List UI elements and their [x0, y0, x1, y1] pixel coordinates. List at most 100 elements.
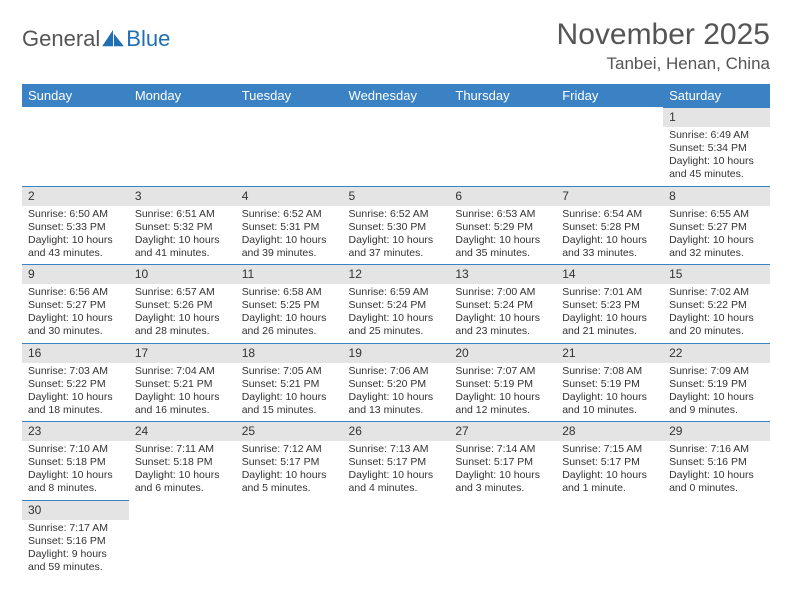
daylight-line1: Daylight: 10 hours: [242, 469, 337, 482]
calendar-day-cell: 6Sunrise: 6:53 AMSunset: 5:29 PMDaylight…: [449, 186, 556, 265]
calendar-day-cell: 30Sunrise: 7:17 AMSunset: 5:16 PMDayligh…: [22, 500, 129, 579]
daylight-line2: and 0 minutes.: [669, 482, 764, 495]
sunset-text: Sunset: 5:18 PM: [28, 456, 123, 469]
sunrise-text: Sunrise: 7:13 AM: [349, 443, 444, 456]
daylight-line2: and 43 minutes.: [28, 247, 123, 260]
calendar-day-cell: 12Sunrise: 6:59 AMSunset: 5:24 PMDayligh…: [343, 264, 450, 343]
daylight-line2: and 6 minutes.: [135, 482, 230, 495]
sunset-text: Sunset: 5:17 PM: [242, 456, 337, 469]
day-number: 24: [129, 421, 236, 441]
dayname-header: Tuesday: [236, 84, 343, 107]
calendar-day-cell: 8Sunrise: 6:55 AMSunset: 5:27 PMDaylight…: [663, 186, 770, 265]
day-number: 4: [236, 186, 343, 206]
dayname-header: Wednesday: [343, 84, 450, 107]
day-body: Sunrise: 6:55 AMSunset: 5:27 PMDaylight:…: [663, 206, 770, 265]
calendar-day-cell: 10Sunrise: 6:57 AMSunset: 5:26 PMDayligh…: [129, 264, 236, 343]
calendar-day-cell: 3Sunrise: 6:51 AMSunset: 5:32 PMDaylight…: [129, 186, 236, 265]
sunrise-text: Sunrise: 6:51 AM: [135, 208, 230, 221]
day-number: 26: [343, 421, 450, 441]
sunrise-text: Sunrise: 7:07 AM: [455, 365, 550, 378]
sunrise-text: Sunrise: 7:09 AM: [669, 365, 764, 378]
daylight-line1: Daylight: 10 hours: [669, 155, 764, 168]
calendar-day-cell: 9Sunrise: 6:56 AMSunset: 5:27 PMDaylight…: [22, 264, 129, 343]
calendar-day-cell: 18Sunrise: 7:05 AMSunset: 5:21 PMDayligh…: [236, 343, 343, 422]
daylight-line1: Daylight: 10 hours: [135, 312, 230, 325]
daylight-line1: Daylight: 10 hours: [669, 312, 764, 325]
dayname-header: Monday: [129, 84, 236, 107]
day-number: 6: [449, 186, 556, 206]
brand-logo: General Blue: [22, 18, 170, 52]
daylight-line1: Daylight: 10 hours: [562, 312, 657, 325]
daylight-line2: and 16 minutes.: [135, 404, 230, 417]
day-body: Sunrise: 7:02 AMSunset: 5:22 PMDaylight:…: [663, 284, 770, 343]
day-number: 13: [449, 264, 556, 284]
day-number: 12: [343, 264, 450, 284]
day-body: Sunrise: 7:13 AMSunset: 5:17 PMDaylight:…: [343, 441, 450, 500]
day-body: Sunrise: 7:14 AMSunset: 5:17 PMDaylight:…: [449, 441, 556, 500]
sunrise-text: Sunrise: 6:58 AM: [242, 286, 337, 299]
calendar-day-cell: 7Sunrise: 6:54 AMSunset: 5:28 PMDaylight…: [556, 186, 663, 265]
daylight-line1: Daylight: 10 hours: [242, 312, 337, 325]
calendar-empty-cell: [343, 500, 450, 579]
day-number: 3: [129, 186, 236, 206]
sunset-text: Sunset: 5:30 PM: [349, 221, 444, 234]
calendar-empty-cell: [129, 500, 236, 579]
calendar-empty-cell: [236, 500, 343, 579]
header: General Blue November 2025 Tanbei, Henan…: [22, 18, 770, 74]
daylight-line2: and 23 minutes.: [455, 325, 550, 338]
daylight-line2: and 32 minutes.: [669, 247, 764, 260]
daylight-line2: and 25 minutes.: [349, 325, 444, 338]
sunrise-text: Sunrise: 7:08 AM: [562, 365, 657, 378]
calendar-empty-cell: [449, 107, 556, 186]
sunrise-text: Sunrise: 7:10 AM: [28, 443, 123, 456]
daylight-line2: and 12 minutes.: [455, 404, 550, 417]
daylight-line1: Daylight: 10 hours: [135, 391, 230, 404]
day-number: 25: [236, 421, 343, 441]
daylight-line1: Daylight: 10 hours: [562, 234, 657, 247]
sunrise-text: Sunrise: 6:49 AM: [669, 129, 764, 142]
daylight-line1: Daylight: 10 hours: [349, 391, 444, 404]
brand-word2: Blue: [126, 26, 170, 52]
calendar-day-cell: 5Sunrise: 6:52 AMSunset: 5:30 PMDaylight…: [343, 186, 450, 265]
sunset-text: Sunset: 5:33 PM: [28, 221, 123, 234]
calendar-day-cell: 4Sunrise: 6:52 AMSunset: 5:31 PMDaylight…: [236, 186, 343, 265]
sunrise-text: Sunrise: 7:15 AM: [562, 443, 657, 456]
daylight-line1: Daylight: 10 hours: [455, 234, 550, 247]
day-body: Sunrise: 6:56 AMSunset: 5:27 PMDaylight:…: [22, 284, 129, 343]
day-body: Sunrise: 7:04 AMSunset: 5:21 PMDaylight:…: [129, 363, 236, 422]
daylight-line1: Daylight: 10 hours: [28, 234, 123, 247]
sunrise-text: Sunrise: 7:03 AM: [28, 365, 123, 378]
day-body: Sunrise: 6:50 AMSunset: 5:33 PMDaylight:…: [22, 206, 129, 265]
daylight-line1: Daylight: 10 hours: [349, 234, 444, 247]
calendar-day-cell: 20Sunrise: 7:07 AMSunset: 5:19 PMDayligh…: [449, 343, 556, 422]
day-body: Sunrise: 6:53 AMSunset: 5:29 PMDaylight:…: [449, 206, 556, 265]
sunset-text: Sunset: 5:16 PM: [28, 535, 123, 548]
daylight-line1: Daylight: 10 hours: [135, 234, 230, 247]
day-number: 29: [663, 421, 770, 441]
daylight-line1: Daylight: 10 hours: [669, 234, 764, 247]
sunset-text: Sunset: 5:29 PM: [455, 221, 550, 234]
daylight-line2: and 9 minutes.: [669, 404, 764, 417]
daylight-line1: Daylight: 10 hours: [455, 469, 550, 482]
sunrise-text: Sunrise: 6:59 AM: [349, 286, 444, 299]
sunrise-text: Sunrise: 7:14 AM: [455, 443, 550, 456]
daylight-line1: Daylight: 10 hours: [455, 391, 550, 404]
daylight-line2: and 20 minutes.: [669, 325, 764, 338]
day-number: 14: [556, 264, 663, 284]
day-body: Sunrise: 6:58 AMSunset: 5:25 PMDaylight:…: [236, 284, 343, 343]
day-number: 27: [449, 421, 556, 441]
calendar-day-cell: 17Sunrise: 7:04 AMSunset: 5:21 PMDayligh…: [129, 343, 236, 422]
daylight-line2: and 35 minutes.: [455, 247, 550, 260]
calendar-empty-cell: [129, 107, 236, 186]
day-body: Sunrise: 7:12 AMSunset: 5:17 PMDaylight:…: [236, 441, 343, 500]
day-body: Sunrise: 6:59 AMSunset: 5:24 PMDaylight:…: [343, 284, 450, 343]
daylight-line2: and 28 minutes.: [135, 325, 230, 338]
sunset-text: Sunset: 5:19 PM: [562, 378, 657, 391]
sunset-text: Sunset: 5:20 PM: [349, 378, 444, 391]
calendar-empty-cell: [556, 107, 663, 186]
daylight-line1: Daylight: 10 hours: [455, 312, 550, 325]
sunrise-text: Sunrise: 7:12 AM: [242, 443, 337, 456]
calendar-empty-cell: [556, 500, 663, 579]
calendar-day-cell: 19Sunrise: 7:06 AMSunset: 5:20 PMDayligh…: [343, 343, 450, 422]
daylight-line2: and 1 minute.: [562, 482, 657, 495]
